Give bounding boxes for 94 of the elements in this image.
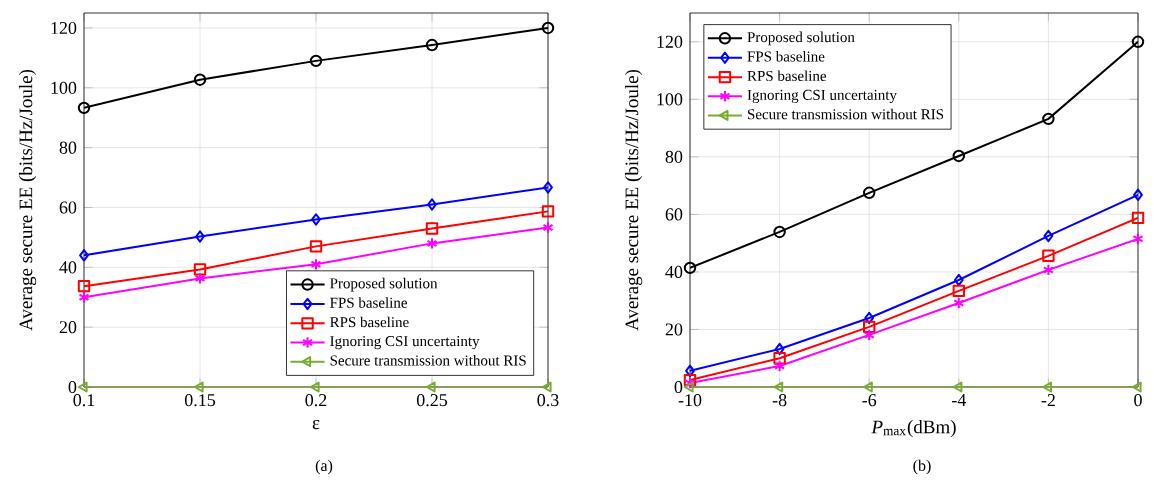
text: (b): [913, 459, 931, 475]
y-tick-label: 20: [665, 323, 683, 336]
point: [77, 101, 91, 115]
point: [952, 149, 965, 163]
y-tick-label: 40: [665, 265, 683, 279]
point: [78, 291, 90, 304]
point: [427, 198, 437, 211]
point: [864, 311, 875, 325]
point: [77, 279, 91, 293]
point: [863, 320, 876, 334]
point: [309, 54, 323, 68]
point: [79, 249, 89, 262]
legend-label: Proposed solution: [747, 31, 855, 46]
legend-label: Secure transmission without RIS: [748, 108, 944, 120]
point: [542, 221, 554, 234]
y-tick-label: 120: [51, 21, 77, 35]
legend-label: Secure transmission without RIS: [330, 354, 526, 366]
point: [1042, 112, 1055, 126]
y-tick-label: 100: [51, 81, 77, 94]
legend-label: Ignoring CSI uncertainty: [747, 89, 897, 104]
point: [1131, 381, 1142, 393]
point: [541, 205, 555, 218]
point: [953, 296, 965, 310]
point: [773, 381, 784, 393]
point: [863, 328, 875, 342]
point: [425, 38, 439, 52]
point: [311, 213, 321, 226]
point: [774, 342, 785, 356]
point: [425, 222, 439, 235]
point: [193, 381, 204, 393]
point: [194, 272, 206, 285]
x-tick-label: -8: [772, 394, 787, 407]
point: [193, 73, 207, 86]
point: [773, 352, 786, 365]
y-tick-label: 80: [59, 141, 77, 154]
point: [1131, 211, 1145, 225]
point: [1131, 35, 1145, 48]
point: [685, 364, 695, 378]
point: [683, 261, 697, 275]
y-tick-label: 100: [657, 93, 683, 106]
x-axis-title: ε: [312, 420, 320, 430]
legend-label: RPS baseline: [330, 316, 409, 328]
y-tick-label: 80: [665, 150, 683, 163]
point: [193, 263, 207, 276]
legend-label: Proposed solution: [330, 277, 438, 292]
point: [774, 359, 786, 373]
y-axis-title: Average secure EE (bits/Hz/Joule): [18, 69, 37, 331]
point: [1043, 229, 1054, 243]
x-tick-label: 0.25: [416, 394, 448, 407]
point: [863, 381, 873, 393]
x-tick-label: 0.2: [305, 394, 327, 407]
point: [425, 381, 436, 393]
y-tick-label: 120: [657, 35, 683, 48]
x-tick-label: 0.1: [73, 394, 95, 407]
point: [863, 186, 876, 200]
point: [952, 381, 963, 393]
y-tick-label: 0: [674, 380, 683, 394]
point: [773, 225, 786, 239]
point: [1133, 188, 1143, 202]
point: [541, 21, 555, 35]
x-tick-label: 0: [1134, 394, 1142, 407]
legend-label: FPS baseline: [747, 51, 825, 62]
legend-label: FPS baseline: [330, 297, 408, 308]
point: [309, 240, 323, 253]
y-tick-label: 60: [665, 208, 683, 221]
y-tick-label: 60: [59, 201, 77, 214]
x-axis-title: P$_{max}$(dBm): [871, 419, 956, 438]
y-tick-label: 40: [59, 261, 77, 274]
point: [426, 237, 438, 250]
x-tick-label: 0.15: [184, 394, 216, 407]
point: [1042, 263, 1054, 277]
y-tick-label: 0: [68, 380, 77, 394]
point: [953, 273, 964, 287]
x-tick-label: -10: [678, 394, 702, 407]
x-tick-label: -2: [1041, 394, 1055, 406]
point: [309, 381, 320, 393]
point: [310, 258, 322, 271]
point: [543, 181, 553, 194]
point: [195, 230, 205, 243]
point: [683, 381, 694, 393]
legend-label: Ignoring CSI uncertainty: [330, 336, 480, 350]
point: [1132, 232, 1144, 246]
x-tick-label: -6: [862, 394, 877, 407]
point: [541, 381, 552, 393]
text: (a): [315, 459, 333, 475]
y-axis-title: Average secure EE (bits/Hz/Joule): [624, 69, 643, 331]
point: [952, 284, 965, 298]
point: [1042, 381, 1053, 393]
y-tick-label: 20: [59, 321, 77, 334]
point: [77, 381, 88, 393]
point: [1042, 249, 1055, 263]
x-tick-label: -4: [951, 394, 967, 406]
x-tick-label: 0.3: [537, 394, 559, 407]
legend-label: RPS baseline: [747, 70, 827, 81]
